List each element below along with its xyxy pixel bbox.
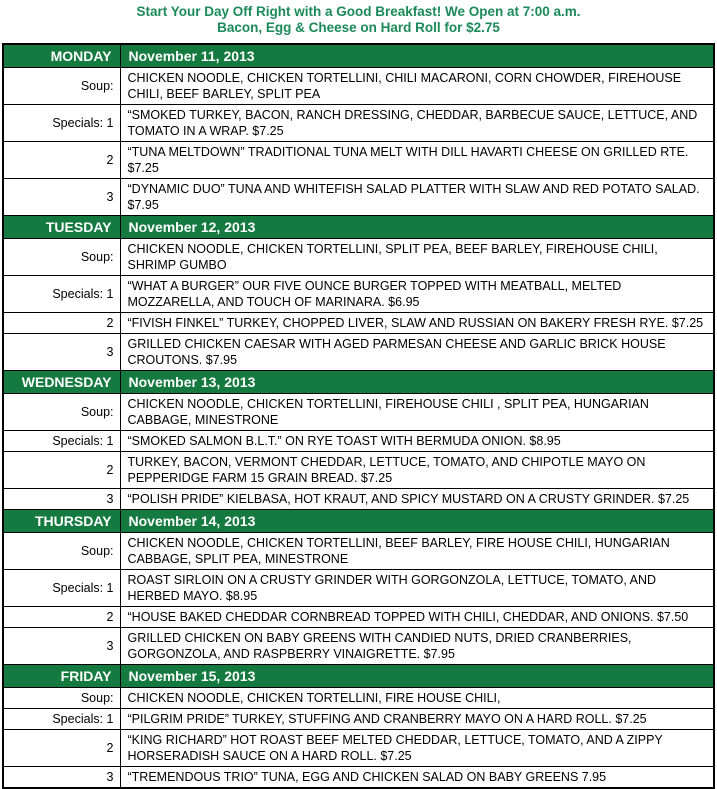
row-text: GRILLED CHICKEN CAESAR WITH AGED PARMESA… — [119, 333, 715, 371]
row-text: TURKEY, BACON, VERMONT CHEDDAR, LETTUCE,… — [119, 451, 715, 489]
row-label: 3 — [2, 178, 121, 216]
row-label: 3 — [2, 488, 121, 510]
row-label: Soup: — [2, 238, 121, 276]
row-label: Soup: — [2, 687, 121, 709]
row-label: Specials: 1 — [2, 569, 121, 607]
row-text: CHICKEN NOODLE, CHICKEN TORTELLINI, FIRE… — [119, 393, 715, 431]
row-label: Specials: 1 — [2, 430, 121, 452]
menu-row-special-3: 3 “POLISH PRIDE” KIELBASA, HOT KRAUT, AN… — [2, 488, 715, 510]
row-text: “FIVISH FINKEL” TURKEY, CHOPPED LIVER, S… — [119, 312, 715, 334]
day-header-tuesday: TUESDAY November 12, 2013 — [2, 215, 715, 239]
menu-row-special-2: 2 “KING RICHARD” HOT ROAST BEEF MELTED C… — [2, 729, 715, 767]
row-text: CHICKEN NOODLE, CHICKEN TORTELLINI, CHIL… — [119, 67, 715, 105]
menu-row-soup: Soup: CHICKEN NOODLE, CHICKEN TORTELLINI… — [2, 687, 715, 709]
row-text: “KING RICHARD” HOT ROAST BEEF MELTED CHE… — [119, 729, 715, 767]
menu-row-special-2: 2 TURKEY, BACON, VERMONT CHEDDAR, LETTUC… — [2, 451, 715, 489]
day-header-friday: FRIDAY November 15, 2013 — [2, 664, 715, 688]
menu-row-special-2: 2 “TUNA MELTDOWN” TRADITIONAL TUNA MELT … — [2, 141, 715, 179]
row-text: “HOUSE BAKED CHEDDAR CORNBREAD TOPPED WI… — [119, 606, 715, 628]
row-text: ROAST SIRLOIN ON A CRUSTY GRINDER WITH G… — [119, 569, 715, 607]
day-date: November 11, 2013 — [119, 43, 715, 68]
menu-row-special-3: 3 GRILLED CHICKEN CAESAR WITH AGED PARME… — [2, 333, 715, 371]
row-text: “PILGRIM PRIDE” TURKEY, STUFFING AND CRA… — [119, 708, 715, 730]
day-header-thursday: THURSDAY November 14, 2013 — [2, 509, 715, 533]
row-label: 2 — [2, 729, 121, 767]
menu-row-special-2: 2 “HOUSE BAKED CHEDDAR CORNBREAD TOPPED … — [2, 606, 715, 628]
menu-row-special-3: 3 GRILLED CHICKEN ON BABY GREENS WITH CA… — [2, 627, 715, 665]
row-text: CHICKEN NOODLE, CHICKEN TORTELLINI, FIRE… — [119, 687, 715, 709]
row-label: Specials: 1 — [2, 708, 121, 730]
row-text: “SMOKED SALMON B.L.T.” ON RYE TOAST WITH… — [119, 430, 715, 452]
day-date: November 13, 2013 — [119, 370, 715, 394]
row-label: 2 — [2, 312, 121, 334]
menu-row-soup: Soup: CHICKEN NOODLE, CHICKEN TORTELLINI… — [2, 238, 715, 276]
row-text: “DYNAMIC DUO” TUNA AND WHITEFISH SALAD P… — [119, 178, 715, 216]
row-label: 3 — [2, 766, 121, 789]
breakfast-banner: Start Your Day Off Right with a Good Bre… — [0, 0, 717, 36]
menu-row-special-1: Specials: 1 “SMOKED TURKEY, BACON, RANCH… — [2, 104, 715, 142]
day-header-wednesday: WEDNESDAY November 13, 2013 — [2, 370, 715, 394]
row-text: “POLISH PRIDE” KIELBASA, HOT KRAUT, AND … — [119, 488, 715, 510]
row-label: 2 — [2, 451, 121, 489]
day-name: TUESDAY — [2, 215, 121, 239]
menu-row-special-2: 2 “FIVISH FINKEL” TURKEY, CHOPPED LIVER,… — [2, 312, 715, 334]
menu-row-special-3: 3 “DYNAMIC DUO” TUNA AND WHITEFISH SALAD… — [2, 178, 715, 216]
day-name: MONDAY — [2, 43, 121, 68]
day-name: WEDNESDAY — [2, 370, 121, 394]
row-text: “WHAT A BURGER” OUR FIVE OUNCE BURGER TO… — [119, 275, 715, 313]
banner-line-2: Bacon, Egg & Cheese on Hard Roll for $2.… — [217, 20, 500, 35]
day-name: THURSDAY — [2, 509, 121, 533]
weekly-menu-table: MONDAY November 11, 2013 Soup: CHICKEN N… — [2, 43, 715, 789]
day-header-monday: MONDAY November 11, 2013 — [2, 43, 715, 68]
row-label: 3 — [2, 627, 121, 665]
row-label: Specials: 1 — [2, 275, 121, 313]
menu-row-special-1: Specials: 1 “SMOKED SALMON B.L.T.” ON RY… — [2, 430, 715, 452]
row-label: Specials: 1 — [2, 104, 121, 142]
row-text: CHICKEN NOODLE, CHICKEN TORTELLINI, SPLI… — [119, 238, 715, 276]
row-text: “SMOKED TURKEY, BACON, RANCH DRESSING, C… — [119, 104, 715, 142]
menu-row-special-1: Specials: 1 ROAST SIRLOIN ON A CRUSTY GR… — [2, 569, 715, 607]
row-text: CHICKEN NOODLE, CHICKEN TORTELLINI, BEEF… — [119, 532, 715, 570]
row-text: GRILLED CHICKEN ON BABY GREENS WITH CAND… — [119, 627, 715, 665]
row-label: 2 — [2, 606, 121, 628]
row-label: 2 — [2, 141, 121, 179]
menu-row-special-1: Specials: 1 “WHAT A BURGER” OUR FIVE OUN… — [2, 275, 715, 313]
banner-line-1: Start Your Day Off Right with a Good Bre… — [136, 4, 581, 19]
row-text: “TUNA MELTDOWN” TRADITIONAL TUNA MELT WI… — [119, 141, 715, 179]
menu-row-special-3: 3 “TREMENDOUS TRIO” TUNA, EGG AND CHICKE… — [2, 766, 715, 789]
row-label: Soup: — [2, 532, 121, 570]
day-date: November 12, 2013 — [119, 215, 715, 239]
menu-row-soup: Soup: CHICKEN NOODLE, CHICKEN TORTELLINI… — [2, 67, 715, 105]
menu-row-soup: Soup: CHICKEN NOODLE, CHICKEN TORTELLINI… — [2, 532, 715, 570]
menu-row-special-1: Specials: 1 “PILGRIM PRIDE” TURKEY, STUF… — [2, 708, 715, 730]
row-label: 3 — [2, 333, 121, 371]
row-text: “TREMENDOUS TRIO” TUNA, EGG AND CHICKEN … — [119, 766, 715, 789]
row-label: Soup: — [2, 393, 121, 431]
row-label: Soup: — [2, 67, 121, 105]
menu-row-soup: Soup: CHICKEN NOODLE, CHICKEN TORTELLINI… — [2, 393, 715, 431]
day-date: November 14, 2013 — [119, 509, 715, 533]
day-date: November 15, 2013 — [119, 664, 715, 688]
day-name: FRIDAY — [2, 664, 121, 688]
